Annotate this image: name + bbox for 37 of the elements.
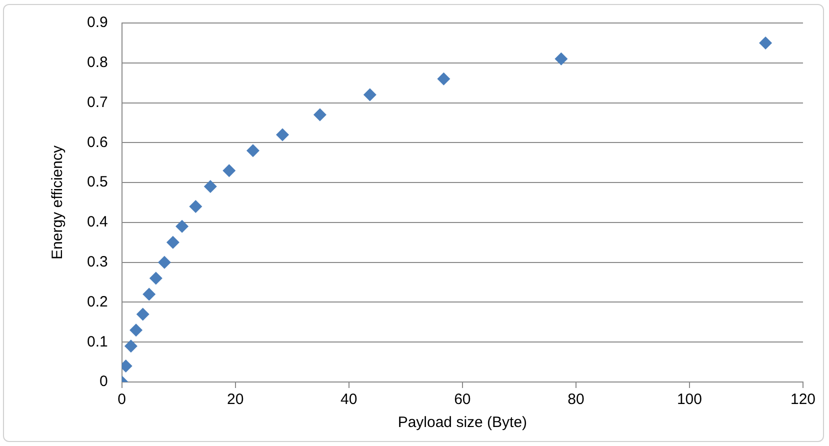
point xyxy=(222,164,236,178)
y-tick-label: 0.6 xyxy=(86,134,108,151)
point xyxy=(363,88,376,102)
point xyxy=(204,180,217,194)
x-tick-label: 60 xyxy=(454,391,471,408)
point xyxy=(554,52,568,66)
point xyxy=(276,128,289,142)
point xyxy=(149,272,162,285)
x-tick-label: 0 xyxy=(118,391,126,408)
point xyxy=(759,36,772,50)
y-tick-label: 0.2 xyxy=(86,293,108,310)
y-tick-label: 0.9 xyxy=(86,14,108,32)
y-axis-title: Energy efficiency xyxy=(49,145,66,260)
x-tick-label: 40 xyxy=(340,391,358,408)
y-tick-label: 0.4 xyxy=(86,214,108,231)
point xyxy=(246,144,260,158)
point xyxy=(189,200,202,213)
point xyxy=(124,340,138,353)
y-tick-label: 0 xyxy=(100,373,108,390)
x-tick-label: 120 xyxy=(790,391,816,408)
point xyxy=(313,108,326,122)
y-tick-label: 0.7 xyxy=(86,94,108,111)
point xyxy=(136,308,150,321)
point xyxy=(176,220,189,233)
y-tick-label: 0.8 xyxy=(86,54,108,72)
point xyxy=(142,288,156,301)
x-axis-title: Payload size (Byte) xyxy=(398,414,528,432)
point xyxy=(130,324,143,337)
point xyxy=(437,72,450,86)
y-tick-label: 0.1 xyxy=(86,333,108,350)
point xyxy=(166,236,180,249)
x-tick-label: 20 xyxy=(227,391,244,408)
point xyxy=(158,256,171,269)
y-tick-label: 0.3 xyxy=(86,253,108,270)
x-tick-label: 100 xyxy=(676,391,702,408)
y-tick-label: 0.5 xyxy=(86,174,108,191)
x-tick-label: 80 xyxy=(568,391,584,408)
